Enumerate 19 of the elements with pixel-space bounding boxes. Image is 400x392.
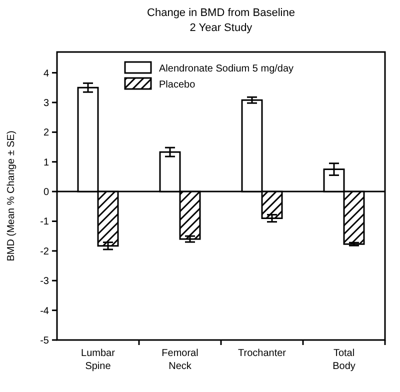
legend-label: Alendronate Sodium 5 mg/day [159, 64, 294, 74]
y-axis-title: BMD (Mean % Change ± SE) [6, 130, 17, 262]
y-tick-label: 3 [43, 98, 50, 109]
x-tick-label: Femoral Neck [162, 348, 198, 372]
y-tick-label: 1 [43, 157, 50, 168]
y-tick-label: 4 [43, 68, 50, 80]
y-tick-label: 2 [43, 128, 50, 139]
chart-title: Change in BMD from Baseline [147, 7, 295, 19]
y-tick-label: -2 [40, 246, 50, 258]
y-tick-label: -3 [40, 276, 50, 288]
chart-subtitle: 2 Year Study [190, 22, 253, 34]
y-tick-label: 0 [43, 187, 50, 198]
legend-label: Placebo [159, 80, 196, 90]
x-tick-label: Total Body [332, 348, 356, 372]
y-tick-label: -4 [40, 306, 50, 317]
y-tick-label: -5 [40, 336, 50, 346]
y-tick-label: -1 [40, 216, 50, 228]
x-tick-label: Lumbar Spine [81, 348, 116, 372]
x-tick-label: Trochanter [238, 348, 287, 359]
